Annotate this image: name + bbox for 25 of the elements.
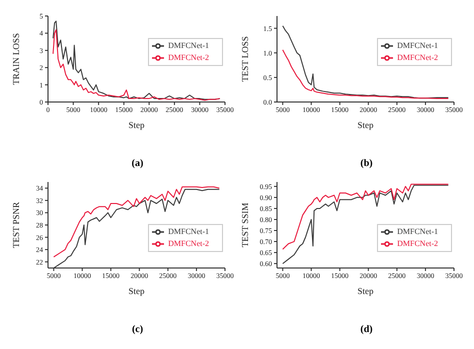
legend-label: DMFCNet-1 [168,226,209,236]
legend-label: DMFCNet-2 [397,238,438,248]
legend-label: DMFCNet-1 [397,226,438,236]
line-series [282,184,449,264]
y-axis-title: TRAIN LOSS [11,33,22,85]
legend-label: DMFCNet-1 [397,40,438,50]
x-axis-title: Step [128,120,145,130]
y-axis-title: TEST LOSS [240,36,250,82]
x-axis-title: Step [128,286,145,296]
x-axis-title: Step [357,286,374,296]
x-axis-title: Step [357,120,374,130]
y-axis-title: TEST SSIM [240,202,250,248]
legend-label: DMFCNet-2 [397,52,438,62]
line-series [282,49,449,100]
line-series [53,186,220,258]
text: (a) [130,158,144,170]
legend-label: DMFCNet-2 [168,52,209,62]
text: (d) [359,324,374,336]
line-series [282,25,449,99]
line-series [282,184,449,250]
text: (c) [130,324,144,336]
legend-label: DMFCNet-2 [168,238,209,248]
legend-label: DMFCNet-1 [168,40,209,50]
text: (b) [359,158,374,170]
y-axis-title: TEST PSNR [11,202,22,248]
